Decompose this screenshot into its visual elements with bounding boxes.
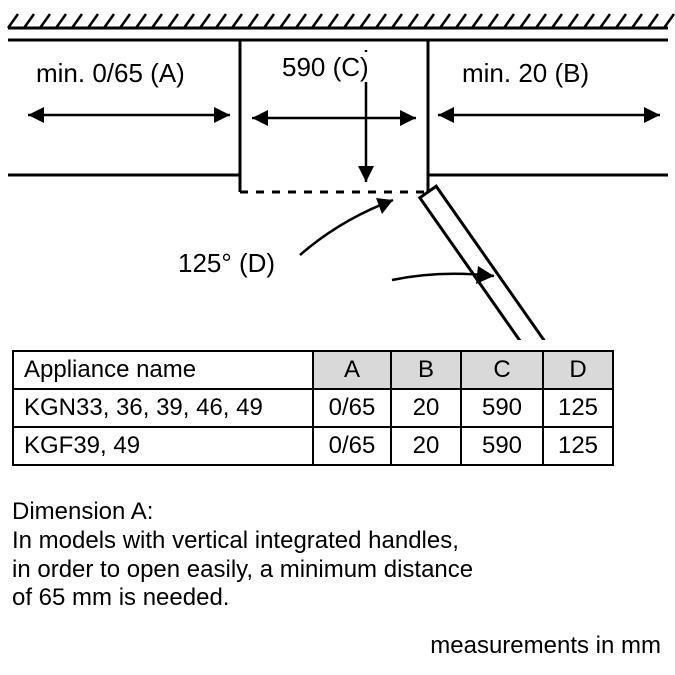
col-d: D (543, 351, 613, 389)
label-dim-a: min. 0/65 (A) (36, 58, 185, 88)
note-title: Dimension A: (12, 498, 153, 525)
note-line: in order to open easily, a minimum dista… (12, 556, 473, 583)
note-line: of 65 mm is needed. (12, 584, 229, 611)
dimension-a-note: Dimension A: In models with vertical int… (12, 498, 473, 613)
label-dim-c: 590 (C) (282, 52, 369, 82)
units-label: measurements in mm (430, 632, 661, 660)
col-a: A (313, 351, 391, 389)
label-dim-d: 125° (D) (178, 248, 275, 278)
col-c: C (461, 351, 543, 389)
table-row: KGN33, 36, 39, 46, 49 0/65 20 590 125 (13, 389, 613, 427)
col-appliance: Appliance name (13, 351, 313, 389)
note-line: In models with vertical integrated handl… (12, 527, 459, 554)
col-b: B (391, 351, 461, 389)
table-row: KGF39, 49 0/65 20 590 125 (13, 427, 613, 465)
label-dim-b: min. 20 (B) (462, 58, 589, 88)
installation-diagram: min. 0/65 (A) min. 20 (B) 590 (C) 125° (… (0, 0, 675, 340)
dimensions-table: Appliance name A B C D KGN33, 36, 39, 46… (12, 350, 614, 466)
